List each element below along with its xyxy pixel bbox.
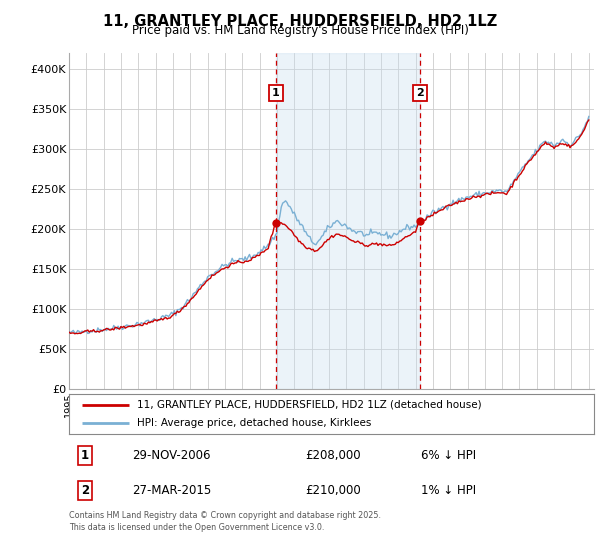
Text: Price paid vs. HM Land Registry's House Price Index (HPI): Price paid vs. HM Land Registry's House …: [131, 24, 469, 37]
Text: Contains HM Land Registry data © Crown copyright and database right 2025.
This d: Contains HM Land Registry data © Crown c…: [69, 511, 381, 531]
Text: 1% ↓ HPI: 1% ↓ HPI: [421, 484, 476, 497]
Text: 1: 1: [80, 449, 89, 463]
Text: 2: 2: [416, 88, 424, 98]
Bar: [275, 53, 419, 389]
Text: 11, GRANTLEY PLACE, HUDDERSFIELD, HD2 1LZ (detached house): 11, GRANTLEY PLACE, HUDDERSFIELD, HD2 1L…: [137, 400, 482, 409]
Text: 1: 1: [272, 88, 280, 98]
Text: 27-MAR-2015: 27-MAR-2015: [132, 484, 211, 497]
Text: £210,000: £210,000: [305, 484, 361, 497]
Text: HPI: Average price, detached house, Kirklees: HPI: Average price, detached house, Kirk…: [137, 418, 371, 428]
Text: 2: 2: [80, 484, 89, 497]
Text: 6% ↓ HPI: 6% ↓ HPI: [421, 449, 476, 463]
Text: £208,000: £208,000: [305, 449, 361, 463]
Text: 11, GRANTLEY PLACE, HUDDERSFIELD, HD2 1LZ: 11, GRANTLEY PLACE, HUDDERSFIELD, HD2 1L…: [103, 14, 497, 29]
Text: 29-NOV-2006: 29-NOV-2006: [132, 449, 211, 463]
